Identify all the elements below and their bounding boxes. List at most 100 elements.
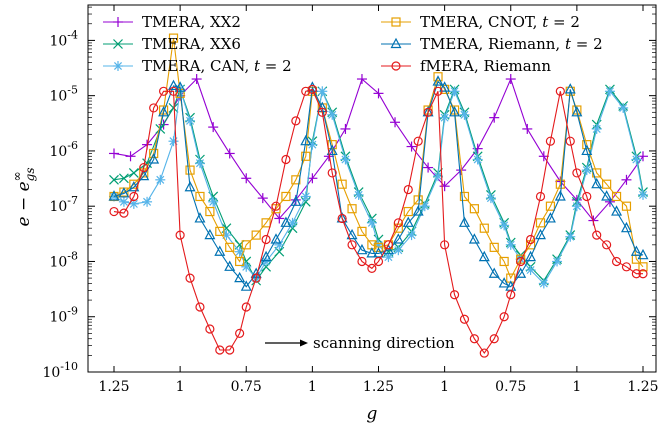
series-layer: [108, 33, 649, 358]
data-point: [621, 174, 632, 185]
data-point: [572, 168, 582, 178]
data-point: [356, 243, 368, 255]
legend: TMERA, XX2 TMERA, XX6 TMERA, CAN, t = 2 TME…: [103, 13, 603, 75]
data-point: [274, 213, 285, 224]
data-point: [108, 190, 120, 201]
data-point: [235, 328, 245, 338]
data-point: [565, 136, 575, 146]
data-point: [459, 314, 470, 324]
data-point: [545, 136, 556, 146]
data-point: [582, 191, 592, 202]
data-point: [158, 86, 169, 96]
data-point: [406, 230, 417, 241]
data-point: [340, 154, 351, 165]
data-point: [300, 191, 311, 202]
data-point: [158, 106, 170, 117]
plot-frame: [87, 4, 657, 373]
data-point: [300, 134, 312, 146]
data-point: [337, 179, 347, 189]
x-tick-label: 0.75: [495, 379, 526, 395]
legend-label: TMERA, XX2: [142, 13, 241, 31]
data-point: [535, 228, 547, 240]
data-point: [544, 212, 556, 223]
x-tick-label: 1: [176, 379, 185, 395]
data-point: [393, 245, 404, 256]
data-point: [261, 256, 272, 267]
data-point: [241, 240, 251, 250]
data-point: [611, 205, 623, 216]
data-point: [175, 230, 185, 240]
legend-marker: [113, 39, 123, 49]
data-point: [149, 103, 159, 113]
data-point: [168, 136, 179, 147]
data-point: [525, 250, 537, 262]
data-point: [611, 191, 622, 202]
data-point: [535, 218, 546, 228]
data-point: [478, 250, 490, 262]
legend-marker: [113, 17, 123, 27]
data-point: [261, 234, 271, 245]
y-tick-label: 10-6: [49, 139, 78, 160]
data-point: [224, 260, 236, 271]
data-point: [611, 256, 622, 267]
data-point: [109, 174, 119, 185]
data-point: [168, 79, 180, 91]
y-axis-label-sup: ∞: [10, 171, 24, 181]
data-point: [515, 267, 527, 278]
data-point: [194, 212, 206, 223]
x-axis-label: g: [367, 404, 378, 424]
data-point: [208, 122, 219, 133]
data-point: [234, 271, 246, 283]
data-point: [366, 217, 377, 228]
scanning-direction-arrowhead: [300, 339, 308, 347]
x-tick-label: 0.75: [231, 379, 262, 395]
data-point: [489, 334, 499, 344]
data-point: [225, 242, 235, 252]
data-point: [373, 88, 384, 99]
data-point: [191, 74, 202, 85]
data-point: [630, 245, 642, 256]
data-point: [499, 220, 510, 231]
data-point: [564, 83, 576, 94]
data-point: [545, 201, 556, 211]
data-point: [347, 240, 357, 250]
y-axis-label: e − egs∞: [10, 167, 37, 226]
data-point: [525, 240, 536, 250]
series-line: [113, 80, 644, 288]
series-line: [113, 89, 644, 285]
data-point: [469, 334, 479, 344]
data-point: [367, 263, 377, 273]
data-point: [393, 218, 403, 228]
data-point: [307, 84, 317, 94]
y-tick-label: 10-10: [42, 360, 78, 381]
x-tick-label: 1.25: [627, 379, 658, 395]
data-point: [631, 269, 641, 279]
data-point: [413, 136, 423, 146]
data-point: [592, 168, 602, 178]
data-point: [535, 191, 546, 202]
data-point: [392, 233, 404, 244]
data-point: [125, 151, 136, 162]
legend-label: TMERA, CNOT, t = 2: [420, 13, 580, 31]
data-point: [307, 173, 318, 184]
data-point: [402, 216, 414, 227]
data-point: [205, 206, 215, 217]
data-point: [347, 204, 357, 214]
data-point: [261, 218, 271, 228]
data-point: [168, 33, 179, 43]
data-point: [168, 103, 179, 113]
data-point: [241, 302, 251, 312]
data-point: [413, 195, 423, 205]
legend-marker: [113, 61, 123, 71]
data-point: [373, 242, 384, 252]
data-point: [357, 226, 367, 236]
data-point: [638, 269, 648, 279]
data-point: [538, 278, 549, 289]
data-point: [270, 233, 282, 244]
data-point: [469, 204, 479, 214]
data-point: [423, 162, 434, 173]
data-point: [118, 196, 129, 207]
data-point: [240, 280, 252, 291]
data-point: [241, 261, 252, 272]
data-point: [340, 123, 351, 134]
